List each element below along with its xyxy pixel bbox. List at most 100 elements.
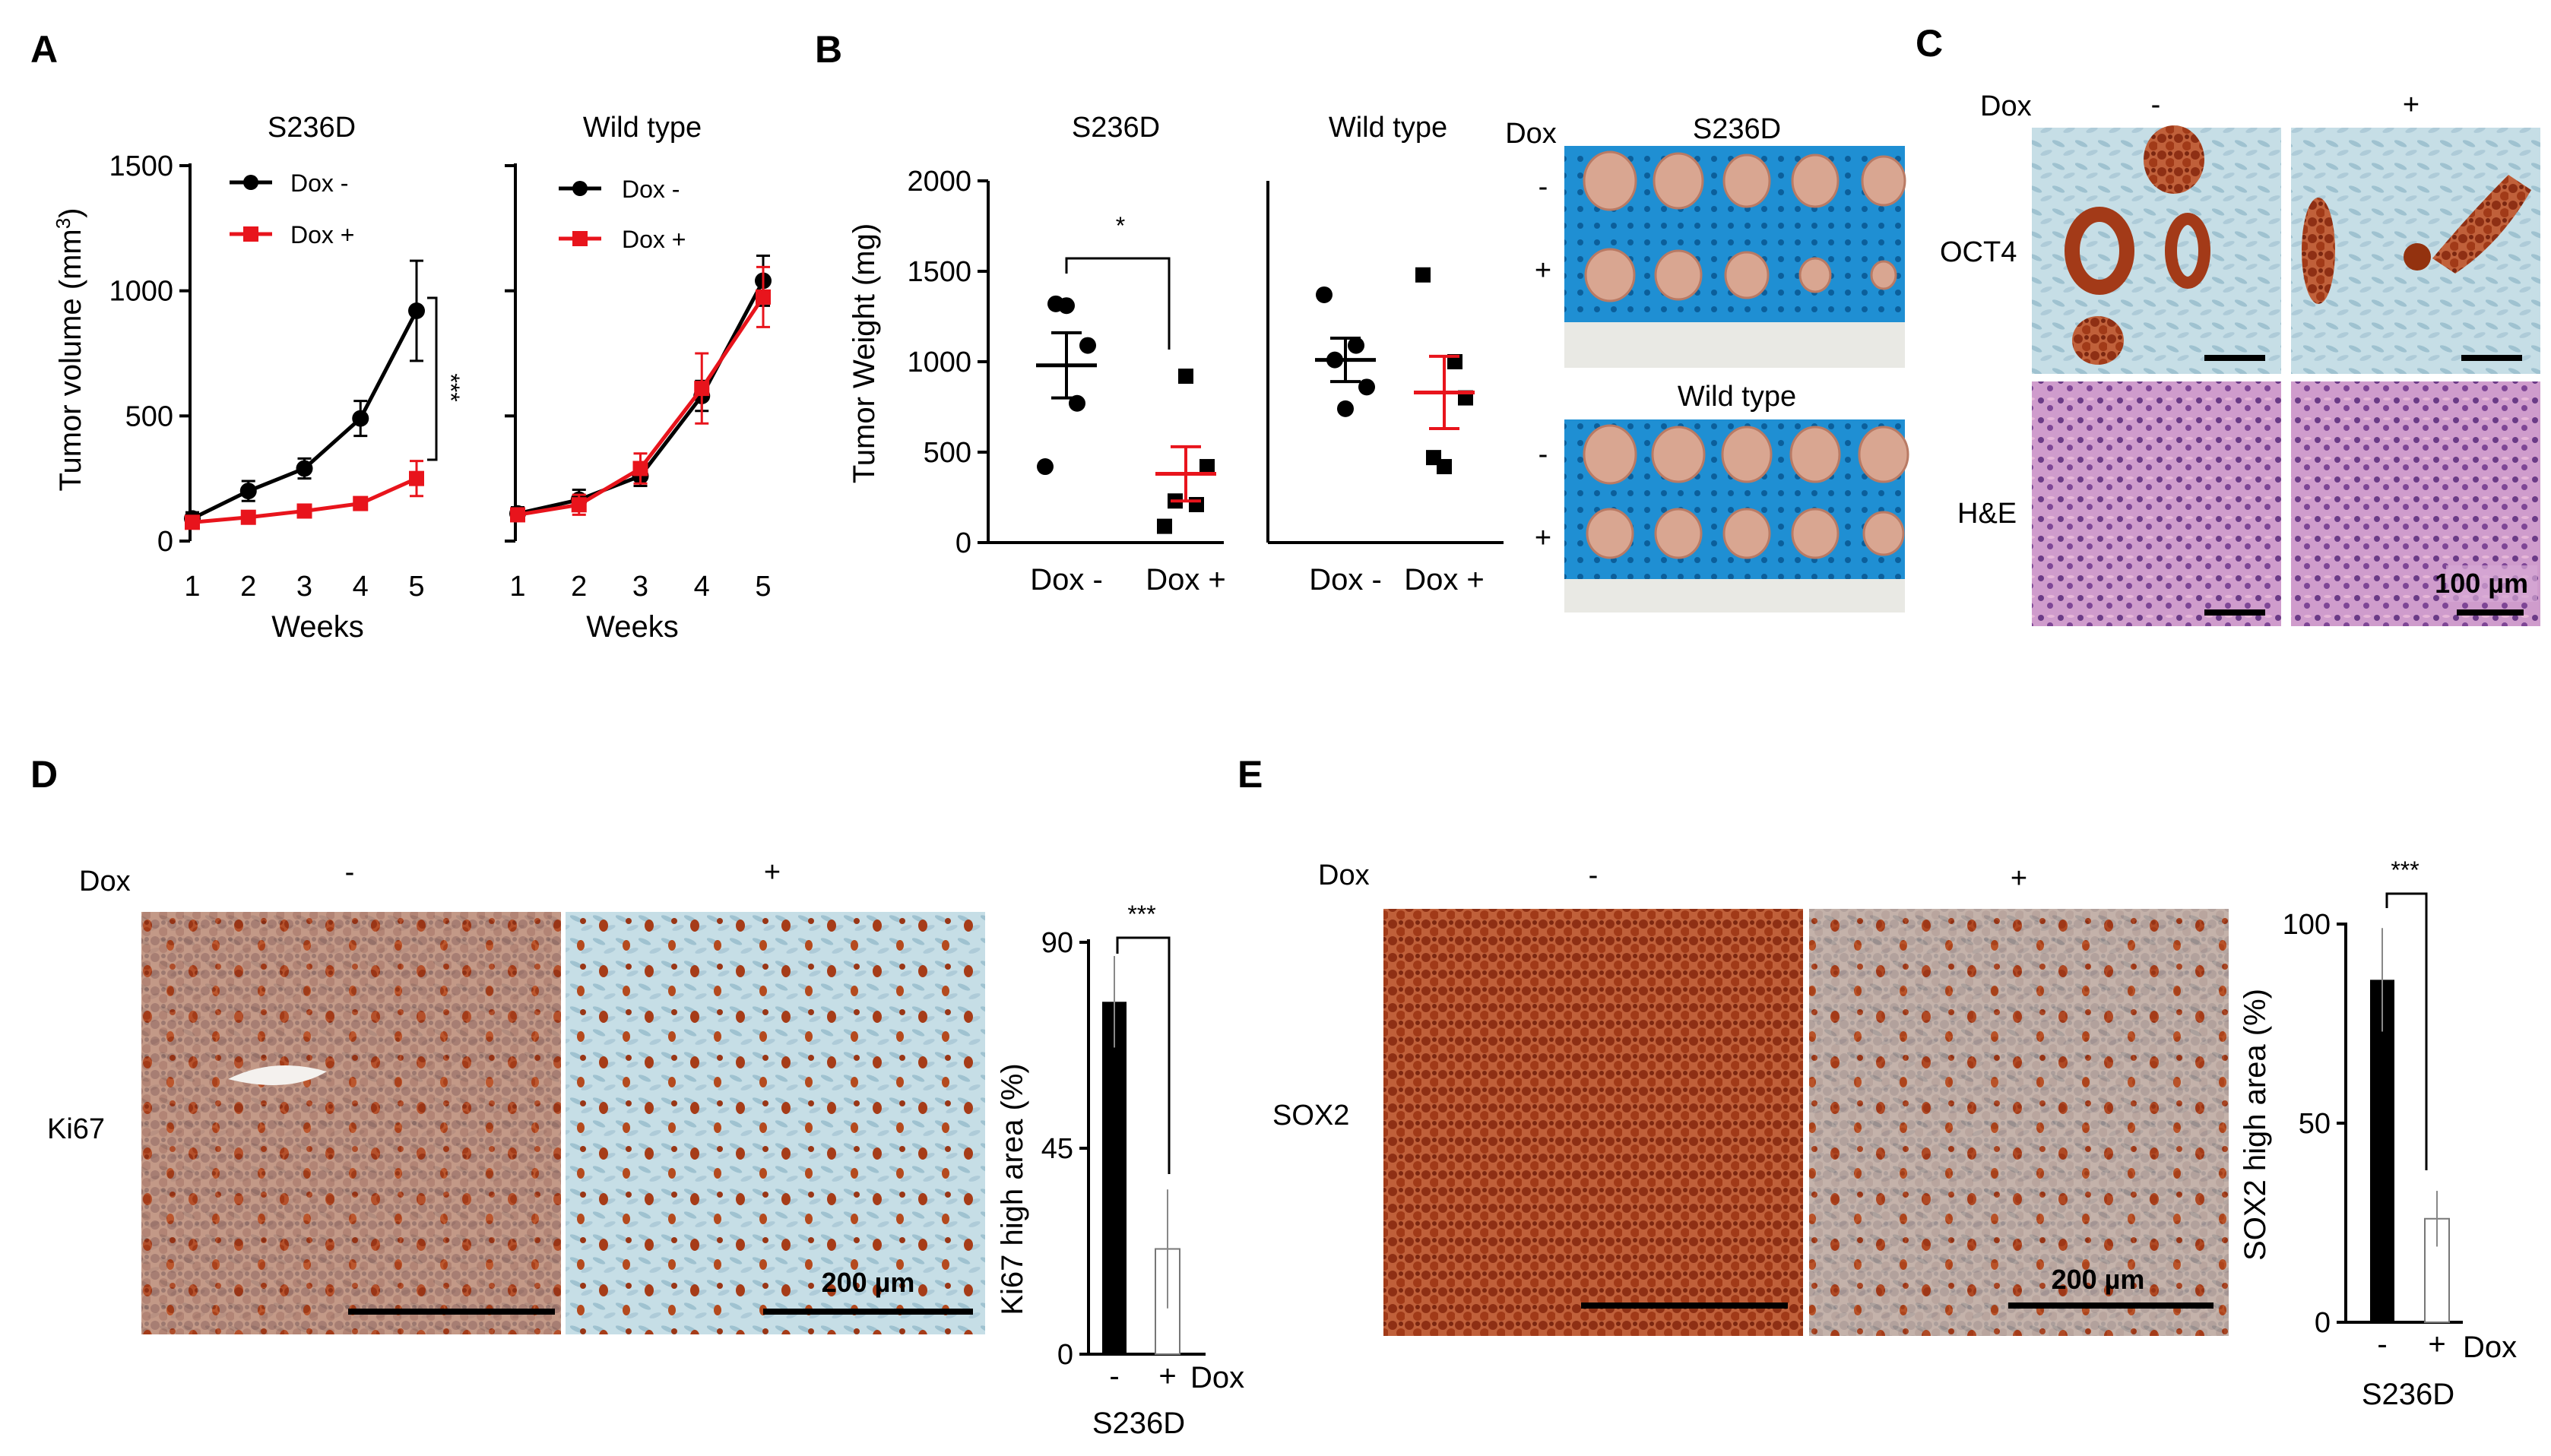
y-tick-label: 45	[1041, 1133, 1073, 1165]
panel-letter-c: C	[1916, 22, 1943, 65]
oct4-plus-nest-3	[2404, 243, 2431, 271]
data-point	[408, 302, 425, 320]
tumor-specimen	[1583, 150, 1637, 211]
data-point	[1337, 400, 1354, 417]
data-point	[571, 497, 587, 513]
x-tick-label: 4	[353, 571, 369, 603]
tumor-specimen	[1722, 508, 1771, 559]
x-tick-label: 1	[184, 571, 200, 603]
tumor-specimen	[1798, 257, 1832, 293]
legend-label-dox-plus: Dox +	[290, 221, 354, 248]
chart-b-right-points	[1315, 267, 1475, 475]
panel-b-right-chart: Wild type Dox - Dox +	[1266, 112, 1504, 597]
photo-d-minus: -	[345, 856, 355, 888]
category-label: Dox +	[1404, 563, 1485, 597]
tumor-specimen	[1858, 426, 1909, 483]
tumor-specimen	[1583, 424, 1637, 485]
photo-b-top-title: S236D	[1693, 113, 1781, 145]
tumor-specimen	[1789, 426, 1841, 483]
photo-b-dox-label: Dox	[1505, 118, 1557, 150]
y-tick-label: 50	[2299, 1108, 2331, 1140]
photo-b-wildtype-ruler	[1564, 579, 1905, 612]
group-dox-minus	[1036, 295, 1097, 476]
oct4-minus-nest-2	[2065, 207, 2134, 295]
chart-e-ylabel: SOX2 high area (%)	[2239, 989, 2272, 1261]
chart-d-bars: - +	[1102, 956, 1180, 1393]
data-point	[756, 289, 771, 305]
panel-letter-a: A	[30, 28, 58, 71]
data-point	[1447, 354, 1462, 369]
legend-marker-dox-plus	[243, 226, 258, 242]
chart-b-left-sig-bracket	[1065, 257, 1171, 350]
chart-e-sig-stars: ***	[2391, 856, 2419, 884]
legend-marker-dox-minus	[243, 175, 258, 190]
panel-d-histology: Dox - + Ki67 200 µm	[47, 856, 985, 1334]
group-dox-plus	[1155, 369, 1216, 534]
photo-e-sox2-label: SOX2	[1272, 1100, 1349, 1132]
y-tick-label: 1000	[109, 276, 173, 308]
chart-a-left-legend: Dox - Dox +	[230, 169, 354, 248]
photo-b-bottom-plus: +	[1535, 522, 1551, 554]
data-point	[1079, 337, 1096, 354]
data-point	[1199, 459, 1215, 475]
category-label: +	[2428, 1328, 2445, 1361]
data-point	[1157, 518, 1172, 534]
chart-d-xlabel: S236D	[1092, 1407, 1185, 1440]
ylabel-close: )	[54, 207, 87, 217]
legend-label-dox-plus: Dox +	[622, 226, 686, 253]
chart-d-sig-stars: ***	[1127, 901, 1155, 928]
chart-b-left-points	[1036, 295, 1216, 534]
x-tick-label: 5	[408, 571, 424, 603]
chart-a-left-xticks: 1 2 3 4 5	[184, 571, 424, 603]
photo-b-s236d-ruler	[1564, 322, 1905, 368]
tumor-specimen	[1584, 248, 1636, 302]
y-tick-label: 2000	[907, 166, 971, 198]
photo-c-oct4-label: OCT4	[1940, 236, 2017, 268]
chart-d-xsuffix: Dox	[1190, 1361, 1244, 1394]
chart-d-ylabel: Ki67 high area (%)	[996, 1063, 1029, 1315]
data-point	[296, 460, 313, 477]
panel-e-histology: Dox - + SOX2 200 µm	[1272, 859, 2229, 1336]
data-point	[352, 410, 369, 427]
panel-b-left-chart: S236D Tumor Weight (mg) 0 500 1000 1500 2000…	[848, 112, 1226, 597]
panel-letter-d: D	[30, 753, 58, 796]
panel-letter-e: E	[1237, 753, 1263, 796]
photo-e-sox2-plus-stain	[1809, 909, 2229, 1336]
photo-d-ki67-minus-stain	[141, 912, 561, 1334]
data-point	[1348, 337, 1364, 354]
series-dox-minus	[184, 259, 425, 527]
tumor-specimen	[1870, 260, 1897, 290]
tumor-specimen	[1654, 249, 1703, 301]
chart-d-sig-bracket	[1116, 936, 1171, 1174]
x-tick-label: 3	[296, 571, 312, 603]
photo-d-scale-label: 200 µm	[822, 1267, 915, 1298]
tumor-specimen	[1861, 155, 1906, 207]
tumor-specimen	[1722, 154, 1771, 208]
y-tick-label: 0	[2315, 1307, 2331, 1339]
y-tick-label: 0	[955, 527, 971, 559]
panel-a-right-chart: Wild type 1 2 3 4 5 Weeks Dox - Dox +	[505, 112, 772, 644]
x-tick-label: 1	[509, 571, 525, 603]
tumor-specimen	[1791, 508, 1840, 559]
photo-c-scale-label: 100 µm	[2435, 568, 2528, 599]
bar-dox-minus	[2370, 980, 2394, 1322]
y-tick-label: 1500	[907, 256, 971, 288]
data-point	[296, 503, 312, 519]
y-tick-label: 0	[157, 526, 173, 558]
y-tick-label: 500	[924, 437, 971, 469]
photo-c-scale-bg	[2446, 565, 2537, 602]
series-dox-plus	[510, 265, 771, 523]
x-tick-label: 3	[632, 571, 648, 603]
tumor-specimen	[1654, 508, 1703, 559]
tumor-specimen	[1791, 154, 1840, 208]
chart-e-xlabel: S236D	[2362, 1378, 2454, 1411]
ylabel-main: Tumor volume (mm	[54, 229, 87, 491]
photo-b-bottom-minus: -	[1539, 438, 1548, 470]
tumor-specimen	[1721, 426, 1773, 483]
chart-a-right-series	[509, 255, 772, 523]
data-point	[510, 507, 525, 523]
tumor-specimen	[1724, 251, 1770, 299]
photo-d-lumen	[228, 1065, 327, 1085]
x-tick-label: 2	[240, 571, 256, 603]
